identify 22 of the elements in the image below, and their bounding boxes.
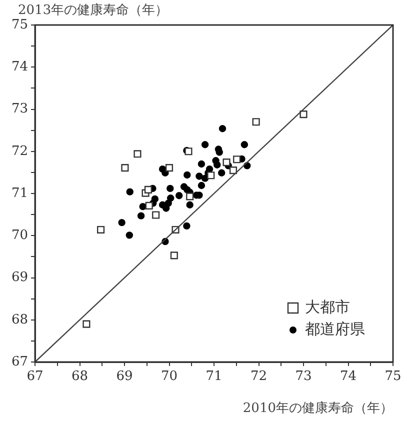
x-tick-label: 70 [160,369,178,384]
x-axis-title: 2010年の健康寿命（年） [242,401,393,416]
x-tick-label: 69 [116,369,133,384]
x-tick-label: 68 [71,369,88,384]
y-tick-label: 74 [11,60,28,74]
y-tick-label: 73 [11,102,28,117]
y-tick-label: 68 [11,312,28,328]
legend-label: 大都市 [305,298,350,316]
x-tick-label: 72 [250,369,268,384]
x-tick-label: 71 [206,369,222,384]
y-axis-title: 2013年の健康寿命（年） [18,3,168,18]
x-tick-label: 75 [384,369,402,384]
y-tick-label: 75 [11,17,28,32]
legend-label: 都道府県 [305,320,365,338]
y-tick-label: 67 [11,354,28,370]
x-tick-label: 73 [295,369,312,384]
x-tick-label: 74 [340,369,357,384]
y-tick-label: 69 [11,270,28,286]
x-tick-label: 67 [26,369,44,384]
y-tick-label: 71 [11,186,28,201]
y-tick-label: 70 [11,228,28,243]
y-tick-label: 72 [11,144,28,159]
